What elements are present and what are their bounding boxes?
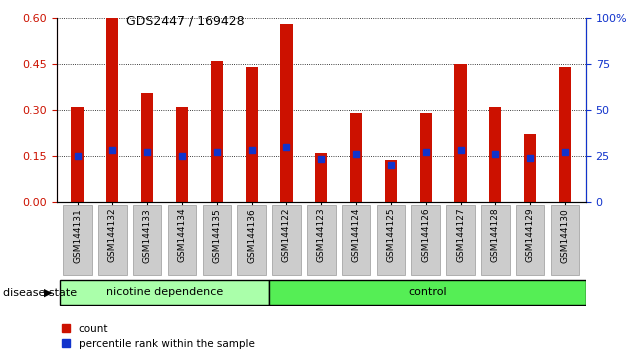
Text: GSM144132: GSM144132	[108, 208, 117, 263]
FancyBboxPatch shape	[272, 205, 301, 275]
Bar	[71, 107, 84, 202]
Bar	[246, 67, 258, 202]
FancyBboxPatch shape	[203, 205, 231, 275]
Text: GDS2447 / 169428: GDS2447 / 169428	[126, 14, 244, 27]
Bar	[106, 18, 118, 202]
FancyBboxPatch shape	[411, 205, 440, 275]
Text: GSM144128: GSM144128	[491, 208, 500, 263]
Bar	[559, 67, 571, 202]
FancyBboxPatch shape	[133, 205, 161, 275]
Text: ▶: ▶	[44, 288, 52, 298]
Text: GSM144127: GSM144127	[456, 208, 465, 263]
Bar	[420, 113, 432, 202]
FancyBboxPatch shape	[446, 205, 475, 275]
FancyBboxPatch shape	[516, 205, 544, 275]
Bar	[141, 93, 153, 202]
FancyBboxPatch shape	[98, 205, 127, 275]
Text: control: control	[408, 287, 447, 297]
FancyBboxPatch shape	[377, 205, 405, 275]
Text: GSM144126: GSM144126	[421, 208, 430, 263]
Text: GSM144124: GSM144124	[352, 208, 360, 262]
FancyBboxPatch shape	[238, 205, 266, 275]
Text: GSM144133: GSM144133	[143, 208, 152, 263]
Bar	[350, 113, 362, 202]
Text: GSM144136: GSM144136	[247, 208, 256, 263]
FancyBboxPatch shape	[342, 205, 370, 275]
FancyBboxPatch shape	[551, 205, 579, 275]
Text: GSM144131: GSM144131	[73, 208, 82, 263]
Bar	[280, 24, 292, 202]
FancyBboxPatch shape	[481, 205, 510, 275]
Text: GSM144134: GSM144134	[178, 208, 186, 263]
Bar	[385, 160, 397, 202]
Text: disease state: disease state	[3, 288, 77, 298]
Bar	[490, 107, 501, 202]
Bar	[454, 64, 467, 202]
Text: nicotine dependence: nicotine dependence	[106, 287, 223, 297]
Bar	[524, 134, 536, 202]
Bar	[211, 61, 223, 202]
FancyBboxPatch shape	[307, 205, 336, 275]
Text: GSM144135: GSM144135	[212, 208, 221, 263]
FancyBboxPatch shape	[63, 205, 92, 275]
Bar	[176, 107, 188, 202]
FancyBboxPatch shape	[60, 280, 269, 305]
Text: GSM144130: GSM144130	[561, 208, 570, 263]
Text: GSM144125: GSM144125	[386, 208, 396, 263]
Text: GSM144123: GSM144123	[317, 208, 326, 263]
Bar	[315, 153, 328, 202]
FancyBboxPatch shape	[168, 205, 197, 275]
FancyBboxPatch shape	[269, 280, 586, 305]
Text: GSM144122: GSM144122	[282, 208, 291, 262]
Legend: count, percentile rank within the sample: count, percentile rank within the sample	[62, 324, 255, 349]
Text: GSM144129: GSM144129	[525, 208, 535, 263]
